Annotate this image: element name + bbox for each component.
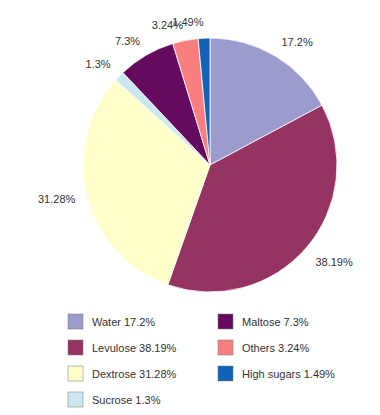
legend-label: Dextrose bbox=[92, 368, 136, 380]
legend-label: High sugars bbox=[242, 368, 301, 380]
data-label: 1.3% bbox=[86, 58, 111, 70]
slices bbox=[83, 38, 337, 292]
data-label: 31.28% bbox=[38, 193, 76, 205]
legend-entry: Levulose38.19% bbox=[92, 342, 177, 354]
legend-label: Others bbox=[242, 342, 276, 354]
chart: 17.2%38.19%31.28%1.3%7.3%3.24%1.49%Water… bbox=[0, 0, 380, 415]
legend-value: 3.24% bbox=[278, 342, 309, 354]
legend-swatch bbox=[218, 340, 233, 355]
legend-entry: Sucrose1.3% bbox=[92, 394, 161, 406]
legend-value: 1.3% bbox=[135, 394, 160, 406]
data-label: 1.49% bbox=[172, 16, 203, 28]
legend-entry: Maltose7.3% bbox=[242, 316, 309, 328]
data-label: 7.3% bbox=[115, 35, 140, 47]
legend-label: Levulose bbox=[92, 342, 136, 354]
data-labels: 17.2%38.19%31.28%1.3%7.3%3.24%1.49% bbox=[38, 16, 353, 267]
legend-swatch bbox=[218, 314, 233, 329]
legend-swatch bbox=[68, 314, 83, 329]
legend-entry: Water17.2% bbox=[92, 316, 155, 328]
legend-value: 1.49% bbox=[304, 368, 335, 380]
pie-slice bbox=[198, 38, 210, 165]
legend-entry: Dextrose31.28% bbox=[92, 368, 177, 380]
legend-swatch bbox=[68, 366, 83, 381]
legend-value: 38.19% bbox=[139, 342, 177, 354]
pie-slice bbox=[173, 39, 210, 165]
legend-entry: Others3.24% bbox=[242, 342, 309, 354]
legend-swatch bbox=[68, 340, 83, 355]
legend-label: Water bbox=[92, 316, 121, 328]
legend-label: Maltose bbox=[242, 316, 281, 328]
legend-label: Sucrose bbox=[92, 394, 132, 406]
legend-value: 17.2% bbox=[124, 316, 155, 328]
data-label: 17.2% bbox=[282, 36, 313, 48]
legend-entry: High sugars1.49% bbox=[242, 368, 335, 380]
legend: Water17.2% Levulose38.19% Dextrose31.28% Su… bbox=[68, 314, 335, 407]
data-label: 38.19% bbox=[315, 256, 353, 268]
legend-swatch bbox=[68, 392, 83, 407]
legend-value: 31.28% bbox=[139, 368, 177, 380]
legend-value: 7.3% bbox=[284, 316, 309, 328]
legend-swatch bbox=[218, 366, 233, 381]
